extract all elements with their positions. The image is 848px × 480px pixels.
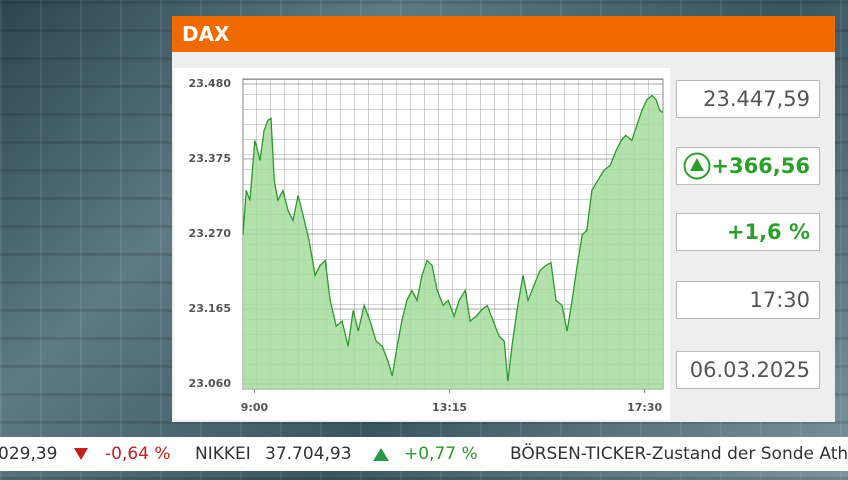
x-tick-label: 9:00 xyxy=(241,401,269,414)
ticker: 029,39 -0,64 % NIKKEI 37.704,93 +0,77 % … xyxy=(0,437,848,471)
y-tick-label: 23.060 xyxy=(189,377,232,390)
date: 06.03.2025 xyxy=(676,351,820,389)
y-tick-label: 23.480 xyxy=(189,77,232,90)
y-tick-label: 23.270 xyxy=(189,227,232,240)
x-tick-label: 13:15 xyxy=(432,401,467,414)
change-pct: +1,6 % xyxy=(676,213,820,251)
y-tick-label: 23.165 xyxy=(189,302,231,315)
y-tick-label: 23.375 xyxy=(189,152,231,165)
ticker-value: 029,39 xyxy=(0,444,58,464)
up-icon xyxy=(683,152,711,180)
ticker-change: +0,77 % xyxy=(404,444,478,464)
ticker-value: 37.704,93 xyxy=(265,444,352,464)
ticker-name: NIKKEI xyxy=(195,444,251,464)
ticker-news: BÖRSEN-TICKER-Zustand der Sonde Athe xyxy=(510,444,848,464)
down-icon xyxy=(74,448,88,460)
ticker-change: -0,64 % xyxy=(105,444,171,464)
area xyxy=(243,95,663,390)
change: +366,56 xyxy=(711,154,810,178)
header-title: DAX xyxy=(172,16,835,52)
time: 17:30 xyxy=(676,281,820,319)
price: 23.447,59 xyxy=(676,80,820,118)
change-box: +366,56 xyxy=(676,147,820,185)
line xyxy=(242,94,664,382)
up-icon xyxy=(373,448,389,461)
x-tick-label: 17:30 xyxy=(627,401,662,414)
